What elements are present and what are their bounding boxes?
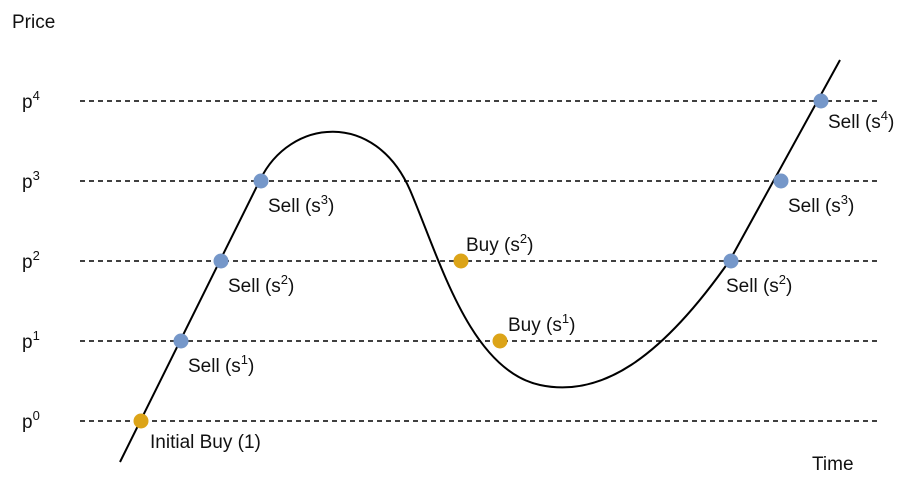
buy-point-buy-2 [453,253,469,269]
point-label-buy-2-base: Buy (s [466,235,520,256]
y-axis-title: Price [12,12,55,33]
point-label-sell-3a-exponent: 3 [321,192,328,207]
price-level-label-4: p4 [22,88,40,113]
price-level-label-2: p2 [22,248,40,273]
price-curve [119,59,841,463]
point-label-sell-2b: Sell (s2) [726,272,792,297]
buy-point-initial-buy [133,413,149,429]
point-label-sell-4-close-paren: ) [888,112,894,133]
point-label-initial-buy-base: Initial Buy (1) [150,432,261,453]
point-label-sell-3a-base: Sell (s [268,196,321,217]
sell-point-sell-2a [213,253,229,269]
price-level-label-3-base: p [22,172,33,193]
price-level-label-0-exponent: 0 [33,408,40,423]
point-label-sell-2a: Sell (s2) [228,272,294,297]
point-label-sell-2a-close-paren: ) [288,276,294,297]
sell-point-sell-1a [173,333,189,349]
sell-point-sell-3b [773,173,789,189]
price-level-label-4-exponent: 4 [33,88,40,103]
point-label-buy-2-close-paren: ) [527,235,533,256]
point-label-buy-1-exponent: 1 [562,311,569,326]
price-level-label-2-exponent: 2 [33,248,40,263]
sell-point-sell-3a [253,173,269,189]
price-level-label-4-base: p [22,92,33,113]
point-label-sell-4-base: Sell (s [828,112,881,133]
sell-point-sell-2b [723,253,739,269]
point-label-sell-1a: Sell (s1) [188,352,254,377]
price-level-label-1-base: p [22,332,33,353]
buy-point-buy-1 [492,333,508,349]
point-label-buy-1-close-paren: ) [569,315,575,336]
x-axis-title: Time [812,454,854,475]
price-level-label-2-base: p [22,252,33,273]
price-level-label-1: p1 [22,328,40,353]
point-label-sell-3a: Sell (s3) [268,192,334,217]
point-label-buy-1-base: Buy (s [508,315,562,336]
point-label-sell-2a-exponent: 2 [281,272,288,287]
point-label-initial-buy: Initial Buy (1) [150,432,261,453]
point-label-sell-3b-close-paren: ) [848,196,854,217]
point-label-sell-2a-base: Sell (s [228,276,281,297]
price-level-label-0-base: p [22,412,33,433]
sell-point-sell-4 [813,93,829,109]
point-label-buy-2: Buy (s2) [466,231,533,256]
point-label-sell-4-exponent: 4 [881,108,888,123]
point-label-sell-3b-base: Sell (s [788,196,841,217]
trade-points: Initial Buy (1)Sell (s1)Sell (s2)Sell (s… [133,93,894,453]
price-level-label-3: p3 [22,168,40,193]
point-label-sell-2b-close-paren: ) [786,276,792,297]
point-label-sell-4: Sell (s4) [828,108,894,133]
point-label-sell-1a-close-paren: ) [248,356,254,377]
point-label-sell-2b-base: Sell (s [726,276,779,297]
point-label-sell-3b: Sell (s3) [788,192,854,217]
price-level-label-3-exponent: 3 [33,168,40,183]
point-label-sell-3b-exponent: 3 [841,192,848,207]
price-level-label-0: p0 [22,408,40,433]
price-level-label-1-exponent: 1 [33,328,40,343]
point-label-sell-3a-close-paren: ) [328,196,334,217]
point-label-buy-2-exponent: 2 [520,231,527,246]
point-label-sell-1a-exponent: 1 [241,352,248,367]
point-label-buy-1: Buy (s1) [508,311,575,336]
point-label-sell-1a-base: Sell (s [188,356,241,377]
point-label-sell-2b-exponent: 2 [779,272,786,287]
